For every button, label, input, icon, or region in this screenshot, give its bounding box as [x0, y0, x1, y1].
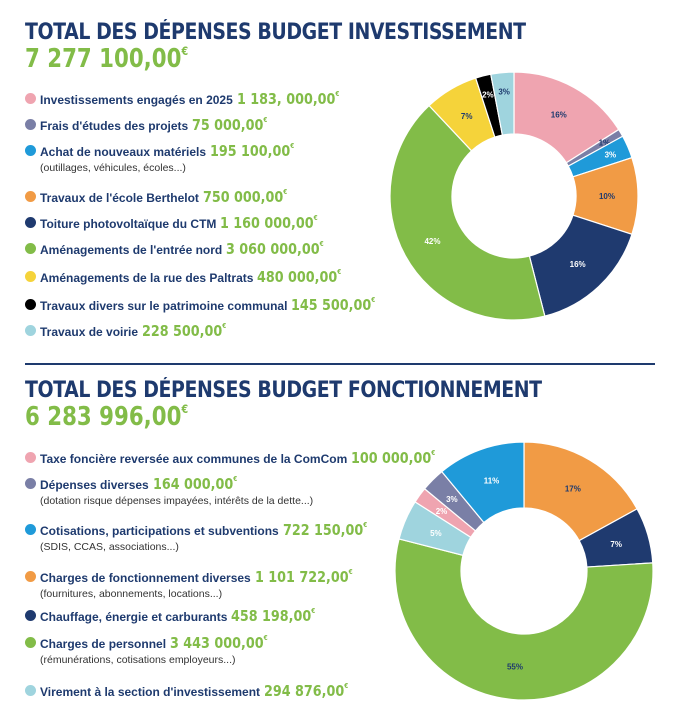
legend-amount: 75 000,00€: [192, 116, 268, 134]
legend-label: Investissements engagés en 2025 1 183, 00…: [40, 90, 357, 108]
legend-label: Travaux de voirie 228 500,00€: [40, 322, 241, 340]
legend-label-text: Travaux divers sur le patrimoine communa…: [40, 299, 288, 313]
legend-label-text: Investissements engagés en 2025: [40, 93, 233, 107]
donut-slice-label: 3%: [605, 150, 617, 159]
legend-label-text: Frais d'études des projets: [40, 119, 189, 133]
donut-slice-label: 2%: [482, 90, 494, 99]
investment-total: 7 277 100,00€: [25, 44, 189, 74]
legend-label: Travaux de l'école Berthelot 750 000,00€: [40, 188, 302, 206]
legend-amount: 195 100,00€: [210, 142, 295, 160]
legend-amount: 480 000,00€: [257, 268, 342, 286]
legend-amount: 145 500,00€: [291, 296, 376, 314]
legend-note: (dotation risque dépenses impayées, inté…: [40, 495, 314, 507]
legend-color-dot: [25, 93, 36, 104]
legend-label-text: Aménagements de la rue des Paltrats: [40, 271, 254, 285]
donut-slice: [389, 104, 546, 321]
legend-amount: 458 198,00€: [231, 607, 316, 625]
legend-note: (outillages, véhicules, écoles...): [40, 162, 186, 174]
donut-slice-label: 42%: [424, 237, 440, 246]
donut-slice: [490, 71, 515, 136]
legend-color-dot: [25, 452, 36, 463]
donut-slice-label: 7%: [610, 540, 622, 549]
legend-label-text: Virement à la section d'investissement: [40, 685, 261, 699]
operating-section-title: TOTAL DES DÉPENSES BUDGET FONCTIONNEMENT: [25, 378, 542, 403]
legend-note: (SDIS, CCAS, associations...): [40, 541, 179, 553]
legend-label-text: Chauffage, énergie et carburants: [40, 610, 228, 624]
legend-label-text: Dépenses diverses: [40, 478, 149, 492]
legend-label: Dépenses diverses 164 000,00€: [40, 475, 252, 493]
donut-slice-label: 7%: [461, 112, 473, 121]
donut-slice-label: 55%: [507, 663, 523, 672]
legend-label: Virement à la section d'investissement 29…: [40, 682, 363, 700]
legend-label: Frais d'études des projets 75 000,00€: [40, 116, 281, 134]
legend-label: Aménagements de l'entrée nord 3 060 000,0…: [40, 240, 341, 258]
legend-amount: 1 160 000,00€: [220, 214, 318, 232]
donut-slice: [440, 441, 525, 524]
legend-label: Cotisations, participations et subventio…: [40, 521, 382, 539]
legend-color-dot: [25, 191, 36, 202]
legend-color-dot: [25, 610, 36, 621]
legend-amount: 1 183, 000,00€: [236, 90, 340, 108]
legend-label: Charges de personnel 3 443 000,00€: [40, 634, 285, 652]
legend-color-dot: [25, 299, 36, 310]
donut-slice-label: 16%: [551, 111, 567, 120]
legend-amount: 228 500,00€: [142, 322, 227, 340]
legend-label-text: Taxe foncière reversée aux communes de l…: [40, 452, 348, 466]
donut-slice-label: 1%: [599, 139, 611, 148]
legend-color-dot: [25, 571, 36, 582]
legend-label-text: Aménagements de l'entrée nord: [40, 243, 223, 257]
legend-color-dot: [25, 243, 36, 254]
donut-slice-label: 10%: [599, 192, 615, 201]
legend-label-text: Achat de nouveaux matériels: [40, 145, 207, 159]
legend-color-dot: [25, 119, 36, 130]
donut-slice-label: 3%: [446, 495, 458, 504]
legend-label: Toiture photovoltaïque du CTM 1 160 000,0…: [40, 214, 335, 232]
section-divider: [25, 363, 655, 365]
donut-slice-label: 16%: [570, 260, 586, 269]
legend-amount: 722 150,00€: [282, 521, 367, 539]
investment-donut-chart: 16% 1% 3% 10% 16% 42% 7% 2% 3%: [389, 71, 639, 321]
legend-color-dot: [25, 145, 36, 156]
legend-amount: 1 101 722,00€: [254, 568, 353, 586]
legend-amount: 164 000,00€: [152, 475, 237, 493]
donut-slice-label: 17%: [565, 484, 581, 493]
legend-color-dot: [25, 637, 36, 648]
legend-amount: 3 060 000,00€: [226, 240, 324, 258]
donut-slice-label: 11%: [484, 477, 500, 486]
investment-section-title: TOTAL DES DÉPENSES BUDGET INVESTISSEMENT: [25, 20, 526, 45]
donut-slice-label: 2%: [436, 507, 448, 516]
legend-color-dot: [25, 524, 36, 535]
legend-label-text: Charges de fonctionnement diverses: [40, 571, 251, 585]
legend-note: (rémunérations, cotisations employeurs..…: [40, 654, 236, 666]
legend-amount: 750 000,00€: [202, 188, 288, 206]
donut-slice-label: 3%: [498, 87, 510, 96]
legend-label: Aménagements de la rue des Paltrats 480 0…: [40, 268, 357, 286]
legend-label-text: Travaux de l'école Berthelot: [40, 191, 199, 205]
legend-amount: 3 443 000,00€: [170, 634, 268, 652]
legend-color-dot: [25, 271, 36, 282]
operating-total: 6 283 996,00€: [25, 402, 189, 432]
legend-label-text: Travaux de voirie: [40, 325, 139, 339]
legend-color-dot: [25, 685, 36, 696]
operating-donut-chart: 17% 7% 55% 5% 2% 3% 11%: [394, 441, 654, 701]
legend-label: Chauffage, énergie et carburants 458 198,…: [40, 607, 331, 625]
legend-amount: 294 876,00€: [264, 682, 349, 700]
legend-color-dot: [25, 325, 36, 336]
legend-label: Taxe foncière reversée aux communes de l…: [40, 449, 450, 467]
legend-label-text: Cotisations, participations et subventio…: [40, 524, 279, 538]
legend-note: (fournitures, abonnements, locations...): [40, 588, 223, 600]
legend-amount: 100 000,00€: [351, 449, 436, 467]
legend-color-dot: [25, 217, 36, 228]
legend-label-text: Toiture photovoltaïque du CTM: [40, 217, 217, 231]
donut-slice: [394, 538, 654, 701]
donut-slice-label: 5%: [430, 529, 442, 538]
legend-label: Achat de nouveaux matériels 195 100,00€: [40, 142, 309, 160]
legend-label: Travaux divers sur le patrimoine communa…: [40, 296, 391, 314]
legend-color-dot: [25, 478, 36, 489]
legend-label-text: Charges de personnel: [40, 637, 167, 651]
legend-label: Charges de fonctionnement diverses 1 101 …: [40, 568, 370, 586]
